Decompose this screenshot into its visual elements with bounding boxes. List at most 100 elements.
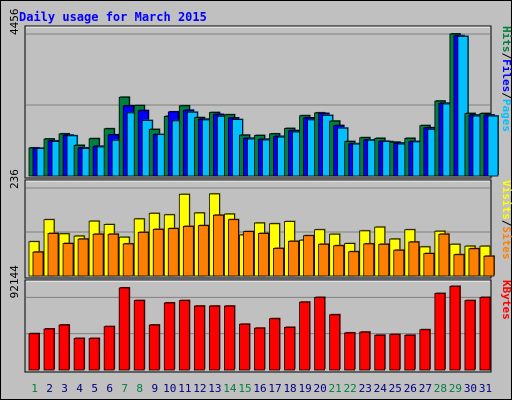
y-max-label: 92144 bbox=[8, 265, 21, 298]
x-tick-label-13: 13 bbox=[208, 382, 221, 395]
x-tick-label-5: 5 bbox=[91, 382, 98, 395]
x-tick-label-28: 28 bbox=[434, 382, 447, 395]
x-tick-label-30: 30 bbox=[464, 382, 477, 395]
bar-kbytes-2 bbox=[43, 328, 55, 371]
bar-sites-20 bbox=[318, 243, 330, 277]
x-tick-label-9: 9 bbox=[151, 382, 158, 395]
bar-sites-2 bbox=[47, 233, 59, 277]
legend-item-files: Files bbox=[500, 59, 512, 92]
bar-kbytes-20 bbox=[314, 297, 326, 371]
bar-sites-4 bbox=[77, 238, 89, 277]
legend-hits-files-pages: Hits/Files/Pages bbox=[500, 26, 512, 132]
bar-sites-26 bbox=[408, 241, 420, 277]
x-tick-label-6: 6 bbox=[106, 382, 113, 395]
x-tick-label-25: 25 bbox=[389, 382, 402, 395]
bar-sites-27 bbox=[423, 253, 435, 277]
bar-sites-8 bbox=[137, 231, 149, 277]
bar-sites-1 bbox=[32, 251, 44, 277]
bar-kbytes-29 bbox=[449, 286, 461, 371]
bar-sites-12 bbox=[197, 225, 209, 277]
bar-sites-6 bbox=[107, 233, 119, 277]
bar-sites-24 bbox=[378, 243, 390, 277]
bar-kbytes-22 bbox=[344, 332, 356, 371]
bar-kbytes-16 bbox=[254, 327, 265, 371]
x-tick-label-15: 15 bbox=[238, 382, 251, 395]
bar-kbytes-5 bbox=[88, 338, 100, 371]
bar-sites-16 bbox=[258, 233, 269, 277]
x-tick-label-8: 8 bbox=[136, 382, 143, 395]
bar-sites-3 bbox=[62, 243, 74, 277]
panel-visits-sites: 236 Visits/Sites bbox=[8, 169, 512, 279]
x-tick-label-17: 17 bbox=[268, 382, 281, 395]
bar-kbytes-3 bbox=[58, 324, 70, 371]
bar-sites-23 bbox=[363, 243, 375, 277]
x-tick-label-22: 22 bbox=[344, 382, 357, 395]
x-tick-label-4: 4 bbox=[76, 382, 83, 395]
bar-kbytes-21 bbox=[329, 314, 341, 371]
x-tick-label-18: 18 bbox=[283, 382, 296, 395]
bar-sites-9 bbox=[152, 228, 164, 277]
bar-kbytes-17 bbox=[269, 318, 280, 371]
chart-title: Daily usage for March 2015 bbox=[19, 10, 207, 24]
bar-kbytes-15 bbox=[239, 323, 250, 371]
bar-sites-17 bbox=[273, 248, 284, 277]
x-tick-label-12: 12 bbox=[193, 382, 206, 395]
bar-sites-31 bbox=[483, 255, 495, 277]
legend-item-sites: Sites bbox=[500, 226, 512, 259]
bar-sites-19 bbox=[303, 235, 314, 277]
bar-sites-10 bbox=[167, 228, 179, 277]
bar-sites-13 bbox=[212, 214, 224, 277]
x-tick-label-16: 16 bbox=[253, 382, 266, 395]
legend-separator: / bbox=[500, 92, 512, 99]
bar-kbytes-28 bbox=[434, 293, 446, 371]
y-max-label: 4456 bbox=[8, 9, 21, 36]
panel-kbytes: 92144 KBytes bbox=[8, 265, 512, 373]
x-tick-label-24: 24 bbox=[374, 382, 388, 395]
bar-kbytes-1 bbox=[28, 333, 40, 371]
bar-pages-31 bbox=[487, 115, 499, 177]
bar-sites-14 bbox=[228, 219, 239, 277]
y-max-label: 236 bbox=[8, 169, 21, 189]
bar-kbytes-6 bbox=[103, 326, 115, 371]
bar-kbytes-9 bbox=[148, 324, 160, 371]
x-tick-label-1: 1 bbox=[31, 382, 38, 395]
bar-sites-28 bbox=[438, 233, 450, 277]
x-tick-label-29: 29 bbox=[449, 382, 462, 395]
bar-kbytes-18 bbox=[284, 327, 295, 371]
bar-kbytes-14 bbox=[224, 305, 235, 371]
legend-item-pages: Pages bbox=[500, 99, 512, 132]
bar-sites-5 bbox=[92, 233, 104, 277]
legend-separator: / bbox=[500, 53, 512, 60]
bar-kbytes-8 bbox=[133, 300, 145, 371]
bar-kbytes-26 bbox=[404, 334, 416, 371]
bar-kbytes-10 bbox=[163, 302, 175, 371]
bar-kbytes-7 bbox=[118, 287, 130, 371]
bar-kbytes-12 bbox=[193, 305, 205, 371]
bar-sites-11 bbox=[182, 226, 194, 277]
bar-sites-21 bbox=[333, 245, 345, 277]
bar-kbytes-11 bbox=[178, 300, 190, 371]
x-tick-label-3: 3 bbox=[61, 382, 68, 395]
bar-kbytes-13 bbox=[208, 305, 220, 371]
x-tick-label-14: 14 bbox=[223, 382, 237, 395]
bar-kbytes-30 bbox=[464, 300, 476, 371]
x-tick-label-31: 31 bbox=[479, 382, 492, 395]
x-tick-label-11: 11 bbox=[178, 382, 191, 395]
bar-kbytes-27 bbox=[419, 329, 431, 371]
x-tick-label-20: 20 bbox=[314, 382, 327, 395]
legend-kbytes: KBytes bbox=[500, 280, 512, 320]
legend-separator: / bbox=[500, 220, 512, 227]
x-tick-label-26: 26 bbox=[404, 382, 417, 395]
x-tick-label-10: 10 bbox=[163, 382, 176, 395]
bar-sites-7 bbox=[122, 243, 134, 277]
bar-kbytes-19 bbox=[299, 301, 310, 371]
bar-sites-15 bbox=[243, 231, 254, 277]
bar-kbytes-25 bbox=[389, 334, 401, 371]
bar-sites-29 bbox=[453, 254, 465, 277]
bar-kbytes-24 bbox=[374, 334, 386, 371]
legend-item-visits: Visits bbox=[500, 180, 512, 220]
panel-hits-files-pages: 4456 Hits/Files/Pages bbox=[8, 9, 512, 179]
bar-kbytes-4 bbox=[73, 338, 85, 371]
legend-item-kbytes: KBytes bbox=[500, 280, 512, 320]
